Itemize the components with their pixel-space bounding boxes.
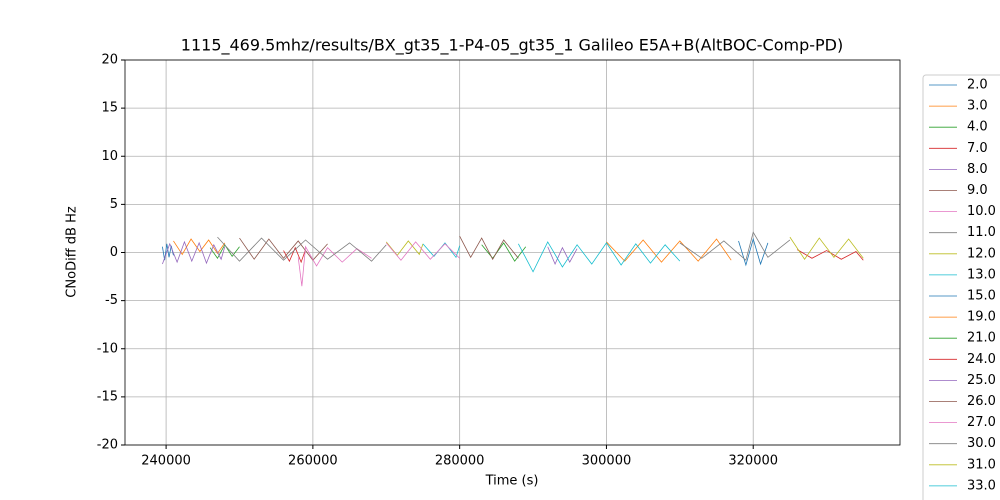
x-tick-label: 260000 — [288, 454, 338, 469]
y-axis-label: CNoDiff dB Hz — [65, 206, 80, 298]
line-series — [162, 243, 174, 261]
x-tick-label: 240000 — [141, 454, 191, 469]
x-tick-label: 280000 — [435, 454, 485, 469]
line-series — [385, 240, 424, 257]
legend-label: 4.0 — [967, 120, 988, 135]
x-tick-label: 300000 — [582, 454, 632, 469]
legend-label: 24.0 — [967, 352, 996, 367]
line-series — [422, 242, 461, 259]
legend-label: 8.0 — [967, 162, 988, 177]
legend-label: 9.0 — [967, 183, 988, 198]
legend-label: 33.0 — [967, 478, 996, 493]
line-series — [217, 236, 387, 262]
line-series — [679, 231, 791, 261]
legend-label: 21.0 — [967, 331, 996, 346]
line-series — [738, 237, 769, 267]
y-tick-label: 15 — [101, 101, 118, 116]
x-axis-label: Time (s) — [485, 474, 539, 489]
legend-label: 15.0 — [967, 289, 996, 304]
y-tick-label: 10 — [101, 149, 118, 164]
line-series — [547, 246, 578, 266]
y-tick-label: -15 — [97, 389, 118, 404]
legend-label: 19.0 — [967, 310, 996, 325]
legend-label: 2.0 — [967, 78, 988, 93]
line-series — [283, 246, 306, 264]
x-tick-label: 320000 — [728, 454, 778, 469]
legend-label: 30.0 — [967, 436, 996, 451]
legend-label: 7.0 — [967, 141, 988, 156]
legend-box — [922, 74, 1000, 500]
line-series — [239, 237, 328, 261]
legend-label: 25.0 — [967, 373, 996, 388]
line-series — [459, 235, 519, 261]
y-tick-label: 5 — [110, 197, 118, 212]
legend: 2.0 3.0 4.0 7.0 8.0 9.0 10.0 11.0 12.0 13.0 15.0 19… — [922, 74, 1000, 500]
line-series — [297, 245, 372, 287]
legend-label: 13.0 — [967, 267, 996, 282]
legend-label: 26.0 — [967, 394, 996, 409]
legend-label: 31.0 — [967, 457, 996, 472]
line-series — [789, 236, 864, 260]
line-series — [518, 241, 681, 273]
legend-label: 10.0 — [967, 204, 996, 219]
line-series — [173, 238, 226, 256]
legend-label: 3.0 — [967, 99, 988, 114]
line-series — [797, 249, 864, 261]
y-tick-label: -10 — [97, 341, 118, 356]
y-tick-label: -5 — [105, 293, 118, 308]
line-series — [162, 240, 226, 265]
plot-frame — [124, 59, 901, 446]
line-series — [606, 238, 732, 263]
legend-label: 27.0 — [967, 415, 996, 430]
legend-label: 12.0 — [967, 246, 996, 261]
chart-title: 1115_469.5mhz/results/BX_gt35_1-P4-05_gt… — [181, 36, 843, 56]
line-series — [481, 242, 527, 262]
y-tick-label: -20 — [97, 438, 118, 453]
y-tick-label: 20 — [101, 53, 118, 68]
line-series — [385, 241, 460, 261]
y-tick-label: 0 — [110, 245, 118, 260]
legend-label: 11.0 — [967, 225, 996, 240]
